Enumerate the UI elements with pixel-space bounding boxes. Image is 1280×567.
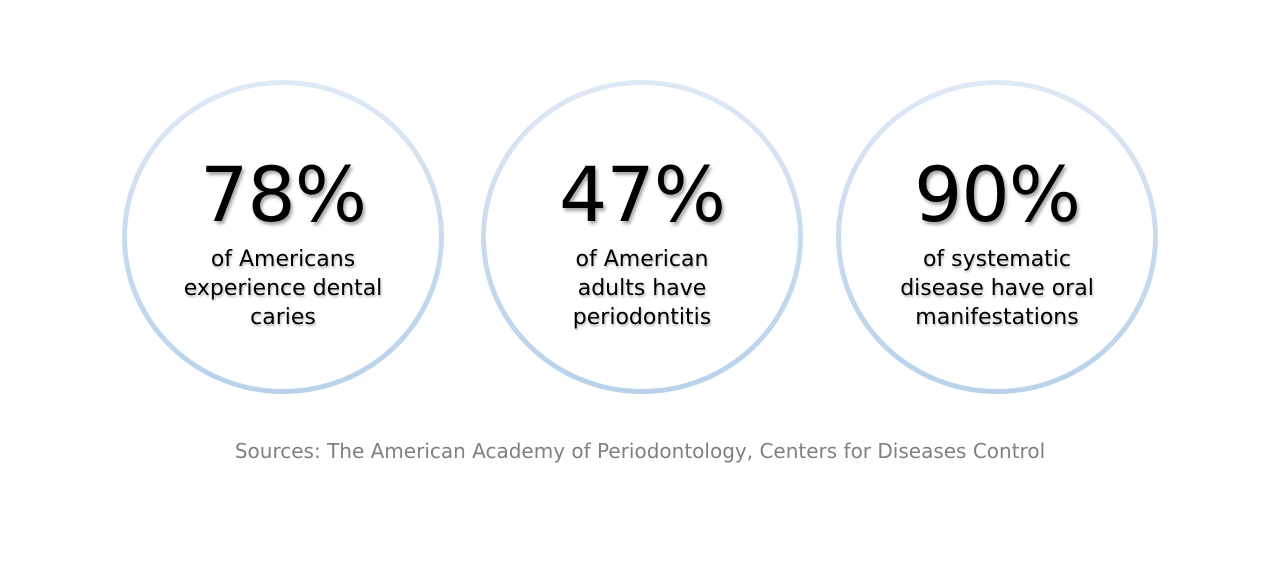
stat-label: of American adults have periodontitis — [572, 247, 712, 330]
stat-label: of systematic disease have oral manifest… — [900, 247, 1094, 330]
stat-circle-periodontitis: 47% of American adults have periodontiti… — [481, 80, 803, 394]
stat-value: 47% — [559, 150, 726, 239]
stat-value: 78% — [200, 150, 367, 239]
stat-value: 90% — [914, 150, 1081, 239]
stat-circle-caries: 78% of Americans experience dental carie… — [122, 80, 444, 394]
stat-circle-oral-manifestations: 90% of systematic disease have oral mani… — [836, 80, 1158, 394]
stat-label: of Americans experience dental caries — [183, 247, 383, 330]
sources-caption: Sources: The American Academy of Periodo… — [234, 439, 1046, 463]
